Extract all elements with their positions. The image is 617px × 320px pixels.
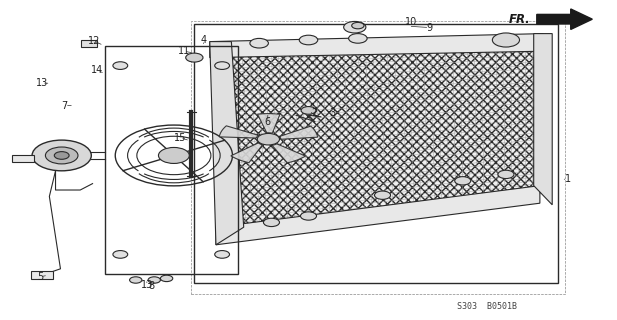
Circle shape [186,53,203,62]
Bar [105,46,238,274]
Circle shape [160,275,173,282]
Circle shape [148,277,160,283]
Circle shape [263,218,280,227]
Circle shape [301,107,316,114]
Polygon shape [257,114,280,133]
Polygon shape [280,126,318,139]
Text: 13: 13 [36,78,48,88]
Text: S303  B0501B: S303 B0501B [457,302,518,311]
Circle shape [257,133,280,145]
Polygon shape [272,144,305,163]
Text: 11: 11 [178,46,190,56]
Circle shape [32,140,91,171]
Circle shape [130,277,142,283]
Circle shape [113,62,128,69]
Text: 10: 10 [405,17,417,28]
Text: FR.: FR. [509,13,531,26]
Text: 15: 15 [174,132,186,143]
Polygon shape [231,143,262,163]
Text: 6: 6 [265,117,271,127]
Circle shape [215,251,230,258]
Text: 12: 12 [88,36,100,46]
Bar [12,155,34,163]
Text: 1: 1 [565,174,571,184]
Circle shape [349,34,367,43]
Circle shape [250,38,268,48]
Circle shape [352,22,364,29]
Bar [194,24,558,283]
Text: 9: 9 [426,22,433,33]
Polygon shape [537,9,592,29]
Bar [31,271,53,279]
Circle shape [492,33,520,47]
Polygon shape [534,34,552,205]
Polygon shape [210,34,543,58]
Text: 3: 3 [329,108,335,118]
Text: 14: 14 [91,65,104,76]
Text: 13: 13 [141,280,153,291]
Polygon shape [216,186,540,245]
Text: 7: 7 [62,100,68,111]
Circle shape [46,147,78,164]
Circle shape [498,170,514,179]
Text: 5: 5 [37,272,43,282]
Bar [81,40,97,47]
Polygon shape [210,42,244,245]
Text: 8: 8 [148,281,154,292]
Polygon shape [219,126,259,138]
Circle shape [54,152,69,159]
Circle shape [300,212,317,220]
Bar [191,21,565,294]
Circle shape [455,177,471,185]
Circle shape [159,148,189,164]
Text: 2: 2 [312,108,318,118]
Circle shape [215,62,230,69]
Circle shape [113,251,128,258]
Circle shape [375,191,391,199]
Circle shape [299,35,318,45]
Polygon shape [213,42,540,232]
Circle shape [344,21,366,33]
Text: 4: 4 [201,35,207,45]
